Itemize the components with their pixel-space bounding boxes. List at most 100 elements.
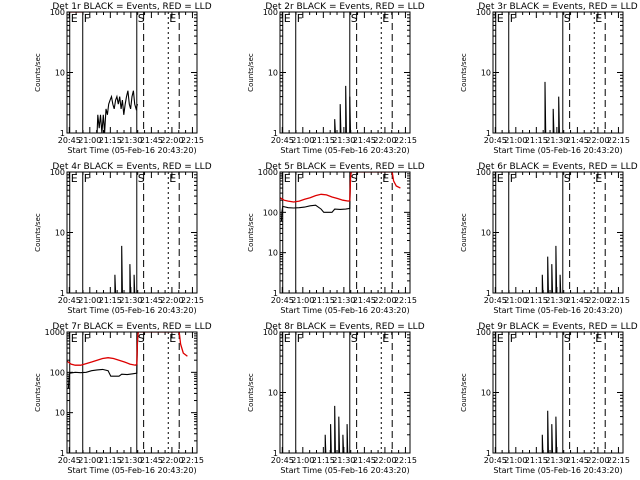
x-tick-label: 21:00: [291, 296, 314, 305]
marker-label: E: [497, 332, 504, 345]
y-tick-label: 1: [273, 129, 278, 138]
panel-1: Det 1r BLACK = Events, RED = LLD Counts/s…: [34, 2, 212, 155]
x-tick-label: 22:15: [607, 456, 630, 465]
plot-frame: [492, 171, 624, 294]
marker-label: F: [84, 172, 90, 185]
panel-title: Det 5r BLACK = Events, RED = LLD: [265, 162, 424, 172]
x-tick-label: 21:45: [353, 136, 376, 145]
marker-label: S: [351, 332, 358, 345]
y-tick-label: 1: [60, 449, 65, 458]
x-axis-label: Start Time (05-Feb-16 20:43:20): [493, 306, 622, 315]
panel-title: Det 6r BLACK = Events, RED = LLD: [478, 162, 637, 172]
x-tick-label: 22:00: [373, 296, 396, 305]
y-tick-label: 10: [481, 69, 491, 78]
x-tick-label: 21:00: [78, 136, 101, 145]
x-tick-label: 22:00: [586, 456, 609, 465]
y-axis-label: Counts/sec: [34, 373, 42, 412]
y-tick-label: 1: [486, 289, 491, 298]
marker-label: E: [284, 172, 291, 185]
panel-title: Det 1r BLACK = Events, RED = LLD: [52, 2, 211, 12]
x-axis-label: Start Time (05-Feb-16 20:43:20): [67, 466, 196, 475]
y-tick-label: 100: [50, 8, 65, 17]
events-series: [541, 245, 562, 293]
x-tick-label: 21:15: [312, 456, 335, 465]
x-tick-label: 20:45: [271, 296, 294, 305]
x-tick-label: 21:30: [332, 296, 355, 305]
y-tick-label: 10: [268, 389, 278, 398]
events-series: [334, 85, 352, 133]
y-tick-label: 100: [263, 208, 278, 217]
y-tick-label: 10: [481, 389, 491, 398]
y-tick-label: 10: [268, 69, 278, 78]
panel-5: Det 5r BLACK = Events, RED = LLD Counts/s…: [247, 162, 425, 315]
x-tick-label: 22:15: [607, 136, 630, 145]
x-tick-label: 22:00: [586, 296, 609, 305]
series-group: [541, 245, 562, 293]
marker-label: E: [595, 332, 602, 345]
series-group: [544, 81, 560, 133]
x-tick-label: 21:00: [78, 456, 101, 465]
x-tick-label: 21:30: [545, 136, 568, 145]
panel-title: Det 4r BLACK = Events, RED = LLD: [52, 162, 211, 172]
y-axis-label: Counts/sec: [460, 53, 468, 92]
x-tick-label: 22:15: [607, 296, 630, 305]
y-axis-label: Counts/sec: [247, 53, 255, 92]
x-tick-label: 22:00: [586, 136, 609, 145]
events-series: [544, 81, 560, 133]
marker-label: E: [595, 172, 602, 185]
y-tick-label: 1: [486, 449, 491, 458]
x-tick-label: 21:45: [566, 296, 589, 305]
panel-title: Det 2r BLACK = Events, RED = LLD: [265, 2, 424, 12]
x-tick-label: 21:15: [525, 456, 548, 465]
events-series: [541, 410, 558, 453]
y-tick-label: 100: [263, 328, 278, 337]
panel-title: Det 9r BLACK = Events, RED = LLD: [478, 322, 637, 332]
x-tick-label: 21:30: [119, 296, 142, 305]
x-tick-label: 20:45: [58, 456, 81, 465]
marker-label: S: [138, 332, 145, 345]
panel-9: Det 9r BLACK = Events, RED = LLD Counts/s…: [460, 322, 638, 475]
marker-label: E: [284, 332, 291, 345]
x-axis-label: Start Time (05-Feb-16 20:43:20): [280, 306, 409, 315]
x-tick-label: 20:45: [58, 296, 81, 305]
x-axis-label: Start Time (05-Feb-16 20:43:20): [67, 306, 196, 315]
marker-label: F: [297, 172, 303, 185]
x-tick-label: 22:00: [160, 456, 183, 465]
x-tick-label: 21:30: [119, 456, 142, 465]
marker-label: E: [169, 12, 176, 25]
marker-label: S: [138, 12, 145, 25]
y-tick-label: 1: [60, 129, 65, 138]
x-axis-label: Start Time (05-Feb-16 20:43:20): [280, 146, 409, 155]
x-tick-label: 21:30: [332, 136, 355, 145]
y-tick-label: 10: [268, 249, 278, 258]
x-tick-label: 21:45: [353, 296, 376, 305]
marker-label: S: [138, 172, 145, 185]
x-tick-label: 20:45: [271, 456, 294, 465]
x-tick-label: 21:45: [566, 456, 589, 465]
panel-6: Det 6r BLACK = Events, RED = LLD Counts/s…: [460, 162, 638, 315]
events-series: [324, 405, 349, 453]
x-tick-label: 20:45: [484, 136, 507, 145]
plot-frame: [66, 171, 198, 294]
plot-frame: [279, 331, 411, 454]
lld-series: [280, 172, 401, 203]
marker-label: S: [351, 12, 358, 25]
marker-label: F: [84, 332, 90, 345]
marker-label: E: [71, 172, 78, 185]
marker-label: E: [382, 332, 389, 345]
x-tick-label: 21:45: [566, 136, 589, 145]
x-tick-label: 21:15: [525, 296, 548, 305]
marker-label: S: [564, 172, 571, 185]
y-tick-label: 10: [55, 409, 65, 418]
y-tick-label: 1: [60, 289, 65, 298]
y-axis-label: Counts/sec: [247, 373, 255, 412]
series-group: [324, 405, 349, 453]
marker-label: F: [510, 332, 516, 345]
series-group: [280, 172, 401, 222]
marker-label: E: [169, 332, 176, 345]
x-tick-label: 22:15: [394, 136, 417, 145]
plot-frame: [492, 11, 624, 134]
x-tick-label: 21:00: [78, 296, 101, 305]
x-tick-label: 22:00: [160, 296, 183, 305]
series-group: [69, 12, 139, 133]
